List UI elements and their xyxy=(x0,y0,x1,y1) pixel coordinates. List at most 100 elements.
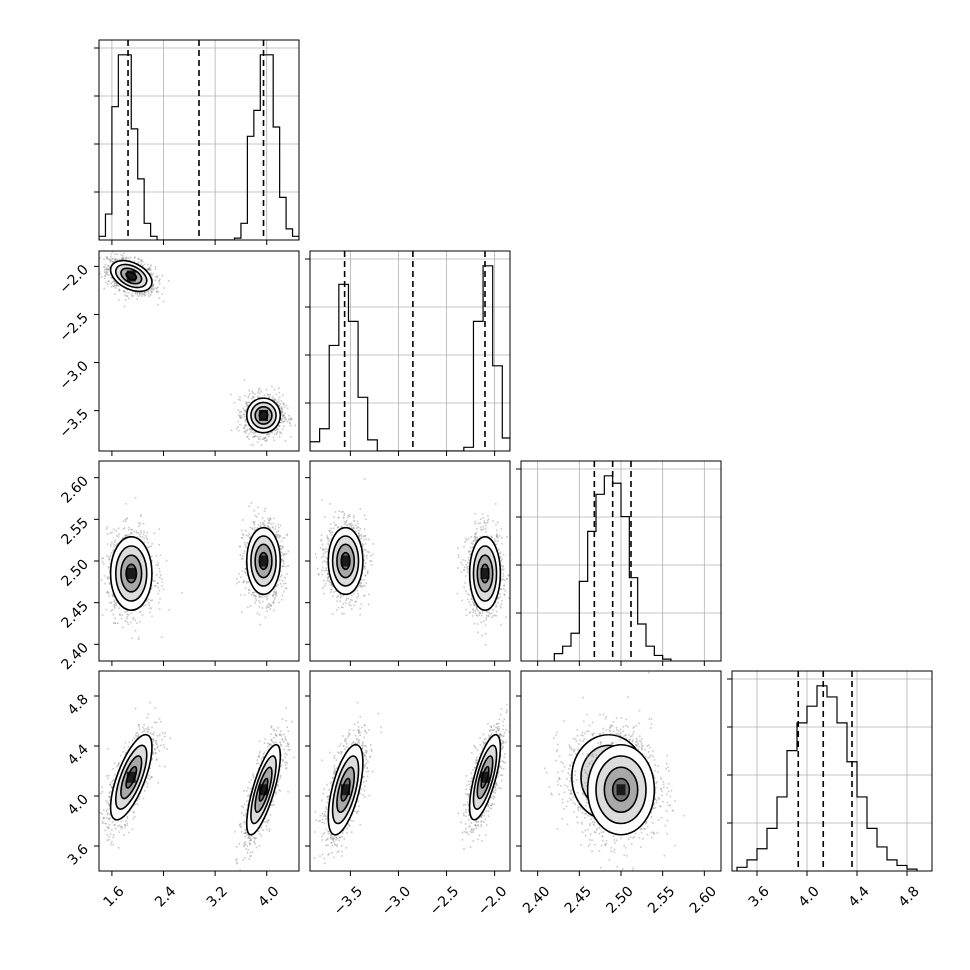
scatter-point xyxy=(253,435,256,437)
contour-level-3 xyxy=(245,526,282,596)
scatter-point xyxy=(141,259,143,262)
scatter-point xyxy=(289,424,292,427)
scatter-point xyxy=(150,289,152,292)
scatter-point xyxy=(132,618,135,620)
contour-level-3 xyxy=(109,536,153,611)
scatter-point xyxy=(245,401,248,404)
scatter-point xyxy=(277,530,280,532)
contour-level-3 xyxy=(109,259,153,293)
scatter-point xyxy=(267,432,270,435)
scatter-point xyxy=(122,290,125,292)
scatter-point xyxy=(250,502,253,504)
scatter-point xyxy=(251,436,254,438)
scatter-point xyxy=(264,436,267,439)
scatter-point xyxy=(273,588,276,591)
scatter-point xyxy=(239,545,242,548)
scatter-point xyxy=(151,285,154,287)
scatter-point xyxy=(267,525,269,528)
scatter-point xyxy=(128,534,131,536)
scatter-point xyxy=(280,419,283,422)
scatter-point xyxy=(117,527,120,530)
scatter-point xyxy=(114,259,116,262)
scatter-point xyxy=(103,258,105,261)
scatter-point xyxy=(276,430,279,433)
scatter-point xyxy=(123,290,125,292)
scatter-point xyxy=(267,525,270,527)
scatter-point xyxy=(280,418,283,421)
scatter-point xyxy=(130,293,133,295)
scatter-point xyxy=(158,282,161,285)
scatter-point xyxy=(113,604,115,606)
scatter-point xyxy=(283,590,285,593)
scatter-point xyxy=(106,271,109,273)
scatter-point xyxy=(269,394,272,396)
scatter-point xyxy=(495,535,498,537)
scatter-point xyxy=(149,294,152,296)
scatter-point xyxy=(101,557,104,560)
scatter-point xyxy=(286,420,289,423)
scatter-point xyxy=(117,285,120,287)
scatter-point xyxy=(278,404,281,407)
scatter-point xyxy=(280,412,283,414)
scatter-point xyxy=(279,524,282,527)
scatter-point xyxy=(245,418,247,421)
scatter-point xyxy=(268,519,270,522)
scatter-point xyxy=(281,559,283,561)
scatter-point xyxy=(135,530,138,533)
scatter-point xyxy=(157,586,159,589)
scatter-point xyxy=(276,534,279,536)
scatter-point xyxy=(114,539,117,542)
scatter-point xyxy=(275,533,277,536)
scatter-point xyxy=(103,266,106,268)
scatter-point xyxy=(281,545,284,548)
scatter-point xyxy=(105,281,107,284)
scatter-point xyxy=(122,528,125,530)
scatter-point xyxy=(279,421,282,424)
scatter-point xyxy=(252,444,255,447)
scatter-point xyxy=(147,290,150,293)
scatter-point xyxy=(284,416,287,419)
scatter-point xyxy=(281,407,283,410)
scatter-point xyxy=(147,598,150,601)
scatter-point xyxy=(151,559,153,562)
scatter-point xyxy=(280,585,283,588)
scatter-point xyxy=(139,533,141,536)
scatter-point xyxy=(277,399,280,401)
scatter-point xyxy=(108,592,110,594)
scatter-point xyxy=(110,282,112,285)
scatter-point xyxy=(134,629,137,632)
scatter-point xyxy=(106,526,109,528)
scatter-point xyxy=(143,537,145,540)
scatter-point xyxy=(268,522,271,524)
scatter-point xyxy=(266,597,268,599)
scatter-point xyxy=(143,531,145,534)
scatter-point xyxy=(112,260,114,263)
scatter-point xyxy=(147,268,150,271)
scatter-point xyxy=(273,433,276,436)
scatter-point xyxy=(244,424,246,427)
scatter-point xyxy=(239,416,241,418)
scatter-point xyxy=(244,587,247,590)
scatter-point xyxy=(127,529,130,531)
scatter-point xyxy=(107,265,109,267)
scatter-point xyxy=(275,585,277,587)
scatter-point xyxy=(112,594,114,596)
scatter-point xyxy=(119,614,121,616)
scatter-point xyxy=(140,293,143,295)
scatter-point xyxy=(256,391,259,394)
scatter-point xyxy=(106,268,109,271)
scatter-point xyxy=(99,273,101,275)
scatter-point xyxy=(256,612,259,614)
scatter-point xyxy=(239,399,241,401)
contour-level-1 xyxy=(254,405,273,425)
scatter-point xyxy=(113,283,116,285)
scatter-point xyxy=(248,438,250,440)
scatter-point xyxy=(131,637,134,640)
scatter-point xyxy=(141,260,144,263)
scatter-point xyxy=(125,295,128,297)
scatter-point xyxy=(274,596,276,599)
scatter-point xyxy=(280,551,283,554)
scatter-point xyxy=(104,272,107,275)
scatter-point xyxy=(269,608,272,610)
